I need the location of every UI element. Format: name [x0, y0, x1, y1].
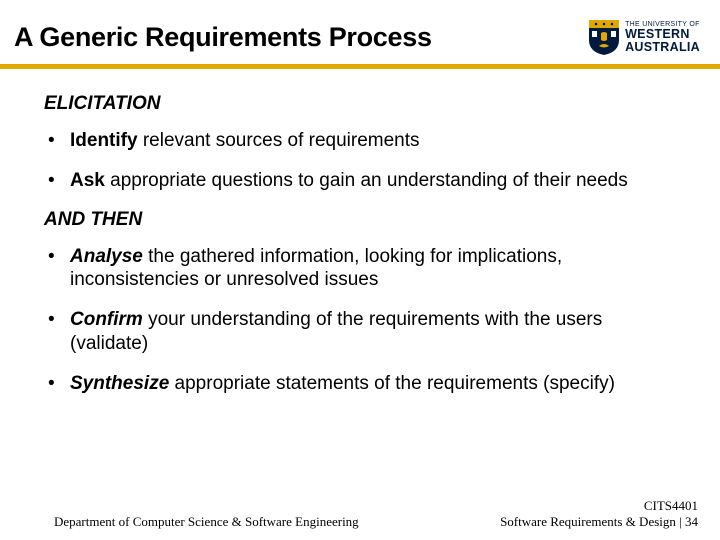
content-area: ELICITATION Identify relevant sources of…: [0, 69, 720, 395]
list-item: Identify relevant sources of requirement…: [44, 129, 676, 153]
bullet-rest: the gathered information, looking for im…: [70, 246, 562, 291]
section-label-andthen: AND THEN: [44, 209, 676, 231]
header: A Generic Requirements Process THE UNIVE…: [0, 0, 720, 62]
footer-course-code: CITS4401: [500, 498, 698, 514]
logo-big-2: AUSTRALIA: [625, 41, 700, 54]
university-logo: THE UNIVERSITY OF WESTERN AUSTRALIA: [587, 18, 700, 56]
list-item: Ask appropriate questions to gain an und…: [44, 169, 676, 193]
bullet-rest: appropriate statements of the requiremen…: [169, 373, 615, 394]
bullet-rest: appropriate questions to gain an underst…: [105, 170, 628, 191]
bullet-rest: relevant sources of requirements: [138, 130, 420, 151]
footer-course-page: Software Requirements & Design | 34: [500, 514, 698, 530]
logo-big-1: WESTERN: [625, 28, 700, 41]
bullet-lead: Ask: [70, 170, 105, 191]
list-item: Analyse the gathered information, lookin…: [44, 245, 676, 293]
bullet-lead: Identify: [70, 130, 138, 151]
footer-department: Department of Computer Science & Softwar…: [54, 514, 359, 530]
footer: Department of Computer Science & Softwar…: [0, 498, 720, 531]
list-item: Synthesize appropriate statements of the…: [44, 372, 676, 396]
logo-text: THE UNIVERSITY OF WESTERN AUSTRALIA: [625, 21, 700, 53]
list-item: Confirm your understanding of the requir…: [44, 308, 676, 356]
bullet-lead: Analyse: [70, 246, 143, 267]
page-title: A Generic Requirements Process: [14, 22, 432, 53]
section-label-elicitation: ELICITATION: [44, 93, 676, 115]
bullet-lead: Synthesize: [70, 373, 169, 394]
bullets-andthen: Analyse the gathered information, lookin…: [44, 245, 676, 396]
footer-course: CITS4401 Software Requirements & Design …: [500, 498, 698, 531]
shield-icon: [587, 18, 621, 56]
bullet-lead: Confirm: [70, 309, 143, 330]
bullets-elicitation: Identify relevant sources of requirement…: [44, 129, 676, 193]
bullet-rest: your understanding of the requirements w…: [70, 309, 602, 354]
